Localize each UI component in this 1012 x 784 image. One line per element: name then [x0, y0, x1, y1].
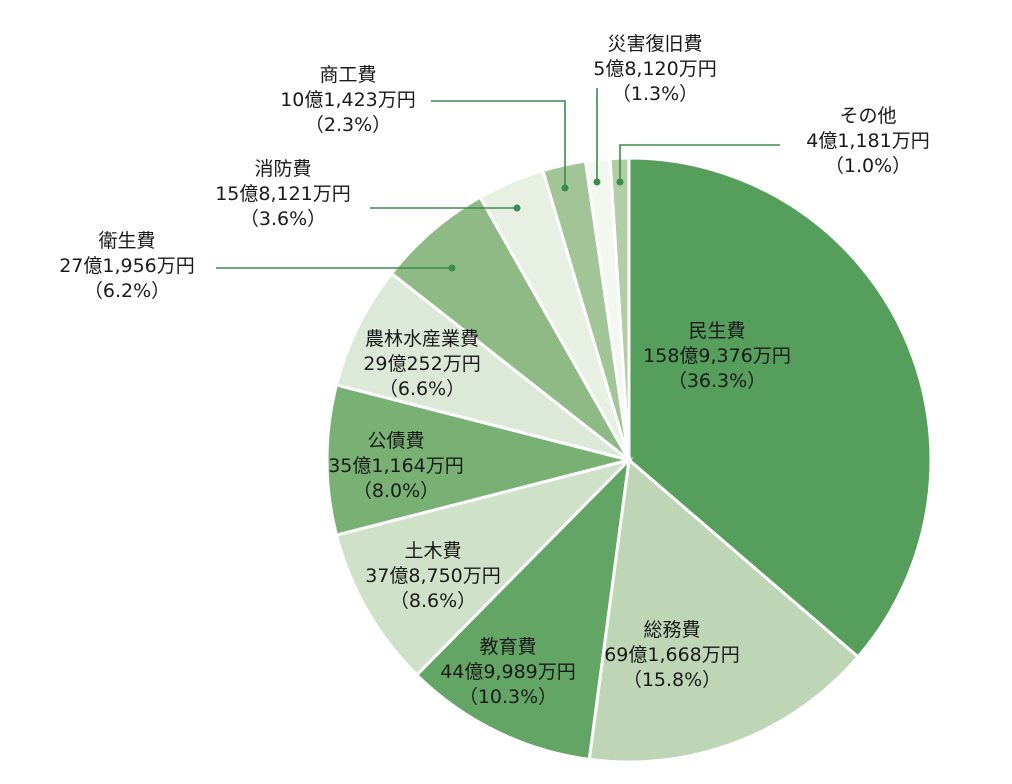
slice-4-name-label: 土木費 [404, 540, 461, 562]
slice-7-percent-label: （6.2%） [84, 280, 170, 302]
slice-4-amount-label: 37億8,750万円 [365, 565, 501, 587]
slice-9-name-label: 商工費 [319, 64, 376, 86]
slice-1-wedge [627, 156, 933, 659]
slice-6-amount-label: 29億252万円 [363, 353, 480, 375]
slice-8-percent-label: （3.6%） [240, 208, 326, 230]
slice-1-percent-label: （36.3%） [668, 370, 766, 392]
slice-7-wedge [389, 195, 631, 462]
slice-10-name-label: 災害復旧費 [607, 33, 702, 55]
slice-4-percent-label: （8.6%） [390, 590, 476, 612]
slice-7-name-label: 衛生費 [98, 230, 155, 252]
slice-5-amount-label: 35億1,164万円 [328, 455, 464, 477]
slice-11-name-label: その他 [839, 105, 896, 127]
slice-9-amount-label: 10億1,423万円 [280, 89, 416, 111]
slice-6-wedge [334, 271, 630, 462]
slice-8-amount-label: 15億8,121万円 [215, 183, 351, 205]
slice-3-percent-label: （10.3%） [459, 686, 557, 708]
slice-3-wedge [414, 455, 632, 762]
slice-11-leader-dot [616, 178, 624, 186]
slice-10-leader-dot [593, 178, 601, 186]
slice-8-name-label: 消防費 [254, 158, 311, 180]
slice-5-percent-label: （8.0%） [353, 480, 439, 502]
slice-3-amount-label: 44億9,989万円 [440, 661, 576, 683]
slice-9-leader-dot [561, 184, 569, 192]
slice-2-percent-label: （15.8%） [623, 669, 721, 691]
slice-1-amount-label: 158億9,376万円 [643, 345, 791, 367]
slice-11-percent-label: （1.0%） [825, 155, 911, 177]
slice-5-wedge [325, 383, 630, 537]
slice-9-percent-label: （2.3%） [305, 114, 391, 136]
slice-6-name-label: 農林水産業費 [365, 328, 479, 350]
slice-10-percent-label: （1.3%） [612, 83, 698, 105]
slice-1-name-label: 民生費 [688, 320, 745, 342]
slice-11-leader-line [619, 144, 780, 182]
slice-8-leader-dot [513, 204, 521, 212]
slice-11-amount-label: 4億1,181万円 [806, 130, 929, 152]
slice-7-leader-dot [448, 264, 456, 272]
slice-6-percent-label: （6.6%） [379, 378, 465, 400]
slice-10-amount-label: 5億8,120万円 [593, 58, 716, 80]
slice-4-wedge [334, 457, 634, 678]
slice-7-amount-label: 27億1,956万円 [59, 255, 195, 277]
slice-5-name-label: 公債費 [367, 430, 424, 452]
slice-3-name-label: 教育費 [479, 636, 536, 658]
slice-2-name-label: 総務費 [643, 619, 700, 641]
slice-2-amount-label: 69億1,668万円 [604, 644, 740, 666]
slice-2-wedge [587, 457, 861, 764]
slice-9-leader-line [431, 100, 566, 188]
